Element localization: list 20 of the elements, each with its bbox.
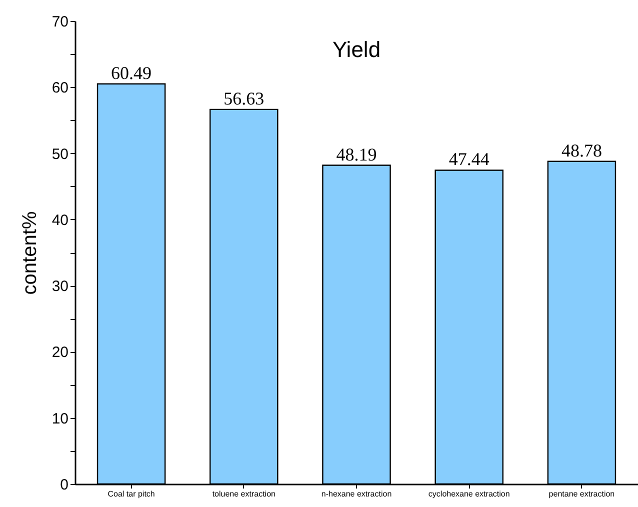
- data-label: 47.44: [448, 149, 490, 170]
- text: Yield: [332, 37, 381, 62]
- x-tick-label: pentane extraction: [548, 490, 615, 498]
- y-tick-label: 30: [52, 278, 68, 296]
- x-tick-label: cyclohexane extraction: [428, 490, 510, 498]
- x-tick-label: n-hexane extraction: [321, 490, 392, 498]
- y-axis-title: content%: [18, 211, 41, 295]
- y-tick-label: 20: [52, 344, 68, 362]
- y-tick-label: 70: [52, 14, 68, 30]
- y-tick-label: 60: [52, 80, 68, 97]
- y-tick-label: 50: [52, 146, 68, 163]
- x-tick-label: toluene extraction: [212, 490, 276, 498]
- y-tick-label: 10: [52, 410, 68, 428]
- data-label: 48.78: [561, 140, 602, 160]
- x-tick-label: Coal tar pitch: [108, 490, 155, 498]
- y-tick-label: 40: [52, 212, 68, 229]
- data-label: 56.63: [224, 88, 264, 108]
- data-label: 60.49: [111, 62, 152, 83]
- data-label: 48.19: [336, 144, 377, 164]
- y-tick-label: 0: [60, 476, 68, 494]
